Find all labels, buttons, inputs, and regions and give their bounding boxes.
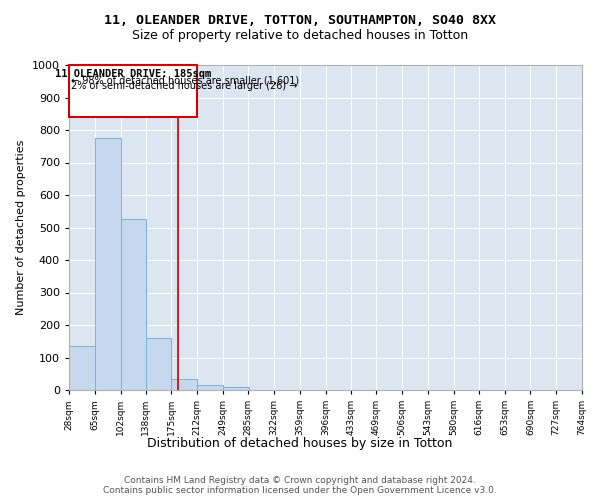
- Text: 11, OLEANDER DRIVE, TOTTON, SOUTHAMPTON, SO40 8XX: 11, OLEANDER DRIVE, TOTTON, SOUTHAMPTON,…: [104, 14, 496, 27]
- Bar: [69, 346, 95, 390]
- Bar: [146, 338, 172, 390]
- FancyBboxPatch shape: [69, 65, 197, 117]
- Bar: [172, 378, 197, 390]
- Text: Size of property relative to detached houses in Totton: Size of property relative to detached ho…: [132, 29, 468, 42]
- Text: 11 OLEANDER DRIVE: 185sqm: 11 OLEANDER DRIVE: 185sqm: [55, 69, 211, 79]
- Bar: [197, 385, 223, 390]
- Bar: [223, 387, 249, 390]
- Text: Contains public sector information licensed under the Open Government Licence v3: Contains public sector information licen…: [103, 486, 497, 495]
- Text: ← 98% of detached houses are smaller (1,601): ← 98% of detached houses are smaller (1,…: [71, 76, 299, 86]
- Bar: [95, 138, 121, 390]
- Bar: [121, 220, 146, 390]
- Text: 2% of semi-detached houses are larger (26) →: 2% of semi-detached houses are larger (2…: [71, 80, 298, 90]
- Y-axis label: Number of detached properties: Number of detached properties: [16, 140, 26, 315]
- Text: Distribution of detached houses by size in Totton: Distribution of detached houses by size …: [148, 438, 452, 450]
- Text: Contains HM Land Registry data © Crown copyright and database right 2024.: Contains HM Land Registry data © Crown c…: [124, 476, 476, 485]
